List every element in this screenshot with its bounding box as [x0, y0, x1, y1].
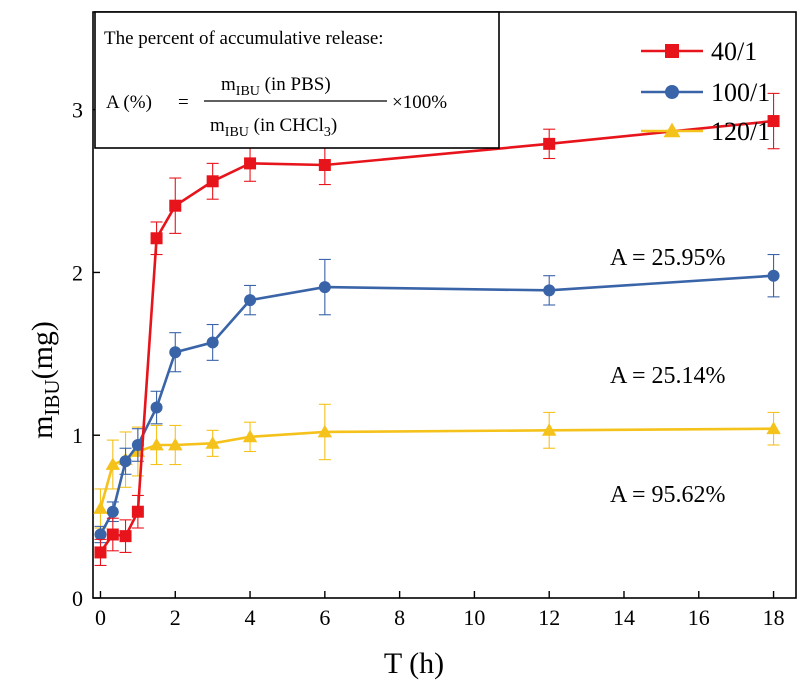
release-annotation: A = 95.62% [610, 482, 726, 508]
marker-triangle [317, 424, 333, 438]
x-tick-label: 8 [394, 605, 405, 630]
marker-circle [318, 281, 331, 294]
x-tick-label: 12 [538, 605, 560, 630]
y-axis-title: mIBU(mg) [26, 321, 64, 439]
formula-title: The percent of accumulative release: [104, 28, 384, 49]
marker-circle [150, 401, 163, 414]
legend-label: 100/1 [711, 78, 770, 107]
marker-square [543, 137, 556, 150]
marker-square [318, 159, 331, 172]
marker-triangle [663, 122, 681, 138]
x-tick-label: 0 [95, 605, 106, 630]
x-tick-label: 10 [463, 605, 485, 630]
x-tick-label: 18 [763, 605, 785, 630]
marker-square [131, 505, 144, 518]
formula-numerator: mIBU (in PBS) [221, 74, 331, 99]
y-tick-label: 2 [72, 260, 83, 285]
marker-circle [244, 294, 257, 307]
legend: 40/1 100/1 120/1 [641, 37, 770, 146]
formula-denominator: mIBU (in CHCl3) [210, 115, 337, 140]
y-axis-title-main: m [26, 416, 59, 439]
axis-titles: T (h) mIBU(mg) [26, 321, 444, 680]
y-tick-label: 3 [72, 98, 83, 123]
formula-equals: = [178, 92, 189, 113]
x-tick-label: 2 [170, 605, 181, 630]
marker-triangle [205, 436, 220, 449]
denominator-tail: (in CHCl [249, 115, 324, 136]
y-tick-label: 1 [72, 423, 83, 448]
marker-circle [94, 528, 107, 541]
marker-circle [131, 438, 144, 451]
numerator-sub: IBU [236, 84, 260, 99]
marker-triangle [242, 429, 258, 443]
marker-square [119, 530, 132, 543]
marker-circle [543, 284, 556, 297]
marker-triangle [105, 457, 121, 470]
marker-square [106, 528, 119, 541]
marker-circle [206, 336, 219, 349]
series-120-1 [93, 403, 781, 529]
numerator-main: m [221, 74, 236, 95]
formula-box: The percent of accumulative release: A (… [94, 11, 500, 149]
annotations: A = 25.95% A = 25.14% A = 95.62% [610, 245, 726, 508]
y-tick-label: 0 [72, 586, 83, 611]
x-tick-label: 6 [319, 605, 330, 630]
marker-circle [106, 505, 119, 518]
y-axis-title-sub: IBU [40, 379, 64, 415]
y-axis-title-unit: (mg) [26, 321, 59, 379]
marker-circle [119, 455, 132, 468]
marker-triangle [149, 437, 164, 451]
denominator-sub: IBU [225, 125, 249, 140]
marker-square [150, 232, 163, 245]
marker-square [169, 199, 182, 212]
marker-triangle [168, 437, 183, 451]
release-annotation: A = 25.95% [610, 245, 726, 271]
legend-label: 120/1 [711, 117, 770, 146]
marker-square [767, 115, 780, 128]
series-40-1 [94, 92, 780, 566]
marker-triangle [542, 423, 557, 436]
marker-triangle [766, 421, 781, 435]
marker-circle [169, 346, 182, 359]
x-tick-label: 14 [613, 605, 635, 630]
x-tick-label: 4 [245, 605, 256, 630]
series-group [93, 92, 781, 566]
x-tick-label: 16 [688, 605, 710, 630]
marker-square [206, 175, 219, 188]
numerator-tail: (in PBS) [260, 74, 331, 95]
denominator-close: ) [331, 115, 337, 136]
formula-multiplier: ×100% [392, 92, 447, 113]
legend-label: 40/1 [711, 37, 757, 66]
formula-box-frame [94, 11, 500, 149]
denominator-sub2: 3 [324, 125, 331, 140]
marker-square [94, 546, 107, 559]
x-axis-title: T (h) [384, 647, 444, 680]
marker-circle [767, 269, 780, 282]
formula-lhs: A (%) [106, 92, 152, 113]
marker-triangle [93, 501, 108, 514]
marker-circle [665, 85, 679, 99]
marker-square [244, 157, 257, 170]
release-annotation: A = 25.14% [610, 363, 726, 389]
marker-square [665, 44, 679, 58]
series-100-1 [94, 253, 780, 544]
denominator-main: m [210, 115, 225, 136]
